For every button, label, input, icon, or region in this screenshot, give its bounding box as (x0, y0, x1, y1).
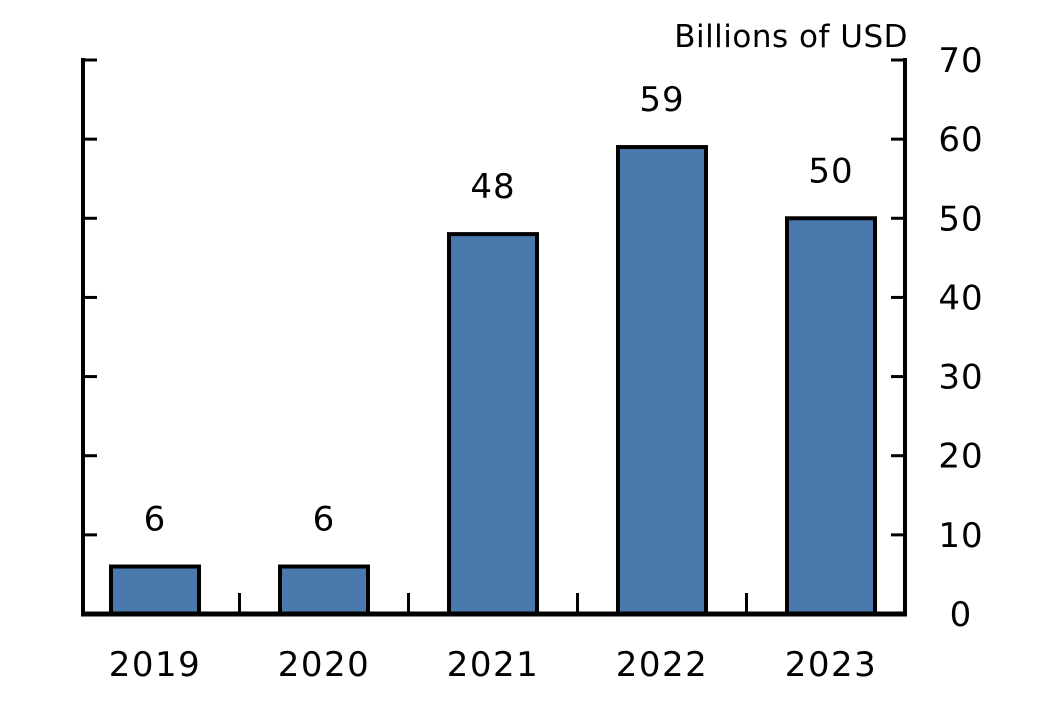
bar-2019 (109, 564, 201, 616)
bar-2020 (278, 564, 370, 616)
y-tick-label-0: 0 (950, 595, 973, 635)
data-label-2019: 6 (144, 500, 167, 540)
y-tick-label-10: 10 (938, 516, 983, 556)
x-tick-label-2021: 2021 (447, 645, 540, 685)
y-tick-label-30: 30 (938, 358, 983, 398)
y-tick-label-20: 20 (938, 437, 983, 477)
axes-group (81, 58, 907, 617)
bar-2021 (447, 232, 539, 616)
y-tick-label-60: 60 (938, 120, 983, 160)
x-tick-label-2022: 2022 (616, 645, 709, 685)
x-tick-label-2019: 2019 (109, 645, 202, 685)
y-tick-label-40: 40 (938, 278, 983, 318)
data-label-2023: 50 (808, 151, 853, 191)
y-tick-label-70: 70 (938, 41, 983, 81)
x-tick-label-2023: 2023 (785, 645, 878, 685)
data-label-2022: 59 (639, 80, 684, 120)
y-tick-label-50: 50 (938, 199, 983, 239)
axis-title: Billions of USD (674, 19, 908, 55)
bar-2022 (616, 145, 708, 617)
x-tick-label-2020: 2020 (278, 645, 371, 685)
data-label-2020: 6 (313, 500, 336, 540)
labels-group: 0 10 20 30 40 50 60 70 2019 2020 2021 2022 2023 6 6 48 5… (109, 41, 983, 685)
data-label-2021: 48 (470, 167, 515, 207)
bars-group (109, 145, 877, 617)
bar-2023 (785, 216, 877, 617)
